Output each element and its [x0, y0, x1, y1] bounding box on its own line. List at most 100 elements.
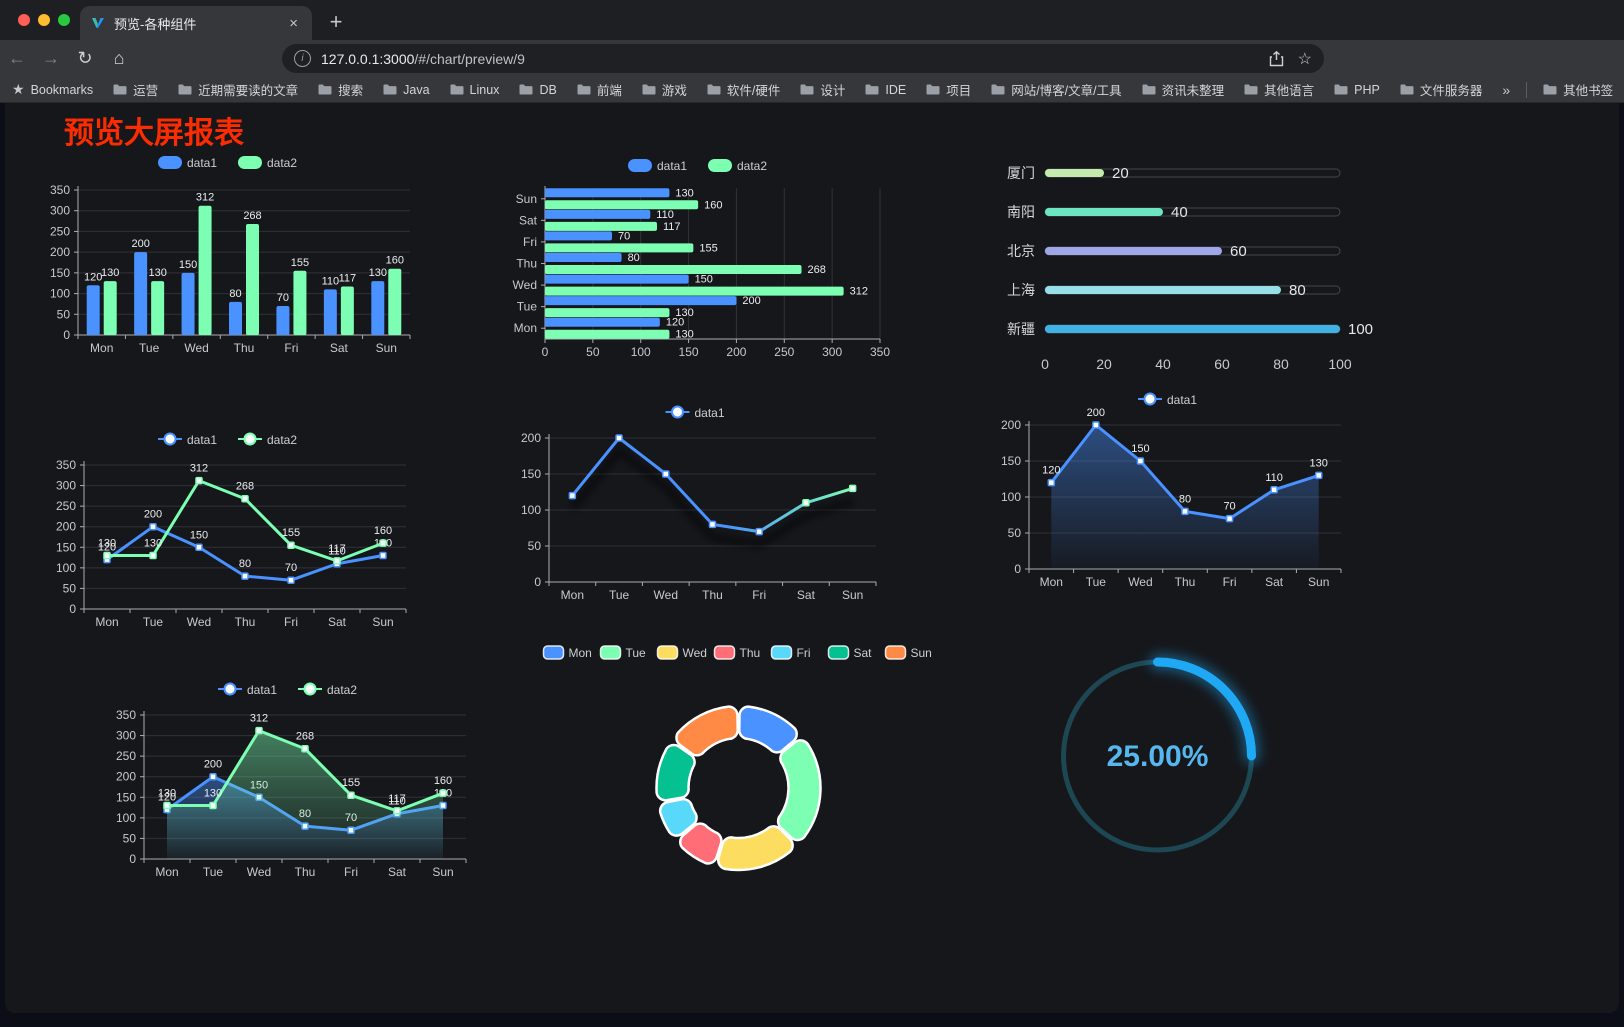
bookmark-item[interactable]: 设计 [800, 80, 845, 99]
chart-week-donut[interactable]: Mon Tue Wed Thu Fri Sat Sun [542, 638, 932, 933]
svg-text:130: 130 [1310, 457, 1328, 469]
chart-grouped-bar[interactable]: data1 data2 0 50 100 150 200 250 300 350 Mon Tue Wed… [40, 148, 420, 363]
svg-text:130: 130 [204, 788, 222, 800]
bookmark-item[interactable]: 近期需要读的文章 [178, 80, 298, 99]
svg-text:Tue: Tue [139, 341, 160, 355]
bookmark-label: 其他语言 [1264, 84, 1315, 98]
share-icon[interactable] [1269, 50, 1284, 67]
svg-text:Sun: Sun [516, 192, 537, 206]
bookmark-item[interactable]: 其他语言 [1244, 80, 1314, 99]
bookmark-item[interactable]: 运营 [113, 80, 158, 99]
svg-text:data2: data2 [737, 159, 767, 173]
svg-text:Sat: Sat [854, 646, 873, 660]
chart-two-series-line[interactable]: data1 data2 0 50 100 150 200 250 300 350 Mon Tue Wed… [40, 425, 420, 637]
bookmark-item[interactable]: 游戏 [642, 80, 687, 99]
svg-text:130: 130 [675, 329, 693, 341]
bookmark-item[interactable]: IDE [865, 83, 906, 97]
svg-text:268: 268 [236, 481, 254, 493]
bookmark-item[interactable]: Linux [450, 83, 499, 97]
url-host: 127.0.0.1:3000 [321, 50, 415, 67]
chart-single-area[interactable]: data1 0 50 100 150 200 Mon Tue Wed Thu Fri Sat Sun 12… [985, 385, 1355, 597]
folder-icon [642, 84, 656, 95]
bookmark-item[interactable]: DB [519, 83, 557, 97]
svg-text:Mon: Mon [155, 865, 178, 879]
svg-text:Sat: Sat [330, 341, 349, 355]
bookmark-item[interactable]: 网站/博客/文章/工具 [991, 80, 1122, 99]
window-close-button[interactable] [18, 14, 30, 26]
chart-gradient-line[interactable]: data1 0 50 100 150 200 Mon Tue Wed Thu Fri Sat Sun [505, 398, 890, 610]
folder-icon [1244, 84, 1258, 95]
reload-icon[interactable]: ↻ [77, 48, 93, 68]
svg-text:200: 200 [726, 345, 746, 359]
svg-text:50: 50 [528, 539, 542, 553]
svg-text:Wed: Wed [513, 278, 537, 292]
other-bookmarks-folder[interactable]: 其他书签 [1543, 80, 1613, 99]
chart-two-series-area[interactable]: data1 data2 0 50 100 150 200 250 300 350 Mon Tue Wed… [100, 675, 480, 887]
new-tab-button[interactable]: + [329, 9, 343, 34]
bookmark-item[interactable]: Java [383, 82, 430, 97]
dashboard-panel: 预览大屏报表 data1 data2 0 50 100 150 200 250 300 350 Mo… [5, 103, 1619, 1013]
svg-text:data1: data1 [187, 433, 217, 447]
bookmarks-manager-item[interactable]: ★ Bookmarks [12, 81, 93, 98]
other-bookmarks-label: 其他书签 [1563, 84, 1614, 98]
svg-text:Fri: Fri [284, 615, 298, 629]
bookmark-item[interactable]: PHP [1334, 83, 1380, 97]
home-icon[interactable]: ⌂ [113, 48, 125, 68]
svg-text:20: 20 [1112, 165, 1129, 182]
svg-text:20: 20 [1096, 356, 1112, 372]
svg-text:150: 150 [56, 540, 76, 554]
folder-icon [865, 84, 879, 95]
bookmark-item[interactable]: 文件服务器 [1400, 80, 1482, 99]
tab-close-icon[interactable]: × [289, 14, 298, 32]
svg-text:268: 268 [808, 264, 826, 276]
bookmarks-overflow-icon[interactable]: » [1502, 81, 1511, 98]
chart-city-progress[interactable]: 厦门 20 南阳 40 北京 60 上海 80 新疆 100 0 20 40 60 80 100 [995, 150, 1373, 385]
svg-text:Tue: Tue [609, 588, 630, 602]
browser-tab[interactable]: 预览-各种组件 × [80, 6, 312, 40]
svg-text:130: 130 [148, 267, 166, 279]
address-bar[interactable]: i 127.0.0.1:3000/#/chart/preview/9 ☆ [282, 44, 1324, 73]
svg-text:120: 120 [98, 542, 116, 554]
svg-text:130: 130 [675, 307, 693, 319]
svg-text:40: 40 [1155, 356, 1171, 372]
back-icon[interactable]: ← [8, 48, 26, 68]
svg-text:0: 0 [542, 345, 549, 359]
svg-text:Fri: Fri [797, 646, 811, 660]
svg-text:data1: data1 [247, 683, 277, 697]
forward-icon[interactable]: → [42, 48, 60, 68]
bookmark-star-icon[interactable]: ☆ [1297, 50, 1312, 68]
svg-text:312: 312 [850, 286, 868, 298]
svg-text:Sun: Sun [911, 646, 932, 660]
folder-icon [1142, 84, 1156, 95]
svg-text:250: 250 [774, 345, 794, 359]
svg-text:50: 50 [1008, 526, 1022, 540]
bookmark-label: Java [403, 82, 430, 97]
bookmark-item[interactable]: 软件/硬件 [707, 80, 780, 99]
svg-text:data1: data1 [187, 156, 217, 170]
svg-text:200: 200 [144, 509, 162, 521]
bookmark-item[interactable]: 项目 [926, 80, 971, 99]
folder-icon [707, 84, 721, 95]
bookmark-item[interactable]: 前端 [577, 80, 622, 99]
svg-text:70: 70 [285, 562, 297, 574]
svg-text:160: 160 [374, 525, 392, 537]
bookmark-item[interactable]: 搜索 [318, 80, 363, 99]
svg-text:150: 150 [116, 790, 136, 804]
svg-text:80: 80 [1289, 282, 1306, 299]
gradient-line-svg: data1 0 50 100 150 200 Mon Tue Wed Thu Fri Sat Sun [521, 405, 877, 602]
chart-percent-gauge[interactable]: 25.00% [1055, 652, 1260, 860]
bookmark-item[interactable]: 资讯未整理 [1142, 80, 1225, 99]
svg-text:Fri: Fri [752, 588, 766, 602]
svg-text:60: 60 [1230, 243, 1247, 260]
window-minimize-button[interactable] [38, 14, 50, 26]
folder-icon [383, 84, 397, 95]
svg-text:Tue: Tue [1086, 575, 1107, 589]
svg-text:Sat: Sat [519, 213, 538, 227]
svg-text:100: 100 [521, 503, 541, 517]
bookmark-label: 资讯未整理 [1161, 84, 1225, 98]
window-zoom-button[interactable] [58, 14, 70, 26]
site-info-icon[interactable]: i [294, 50, 311, 67]
svg-text:150: 150 [1131, 443, 1149, 455]
svg-text:Sat: Sat [1265, 575, 1284, 589]
chart-horizontal-bar[interactable]: data1 data2 0 50 100 150 200 250 300 350 Mon 120 130… [505, 150, 895, 365]
